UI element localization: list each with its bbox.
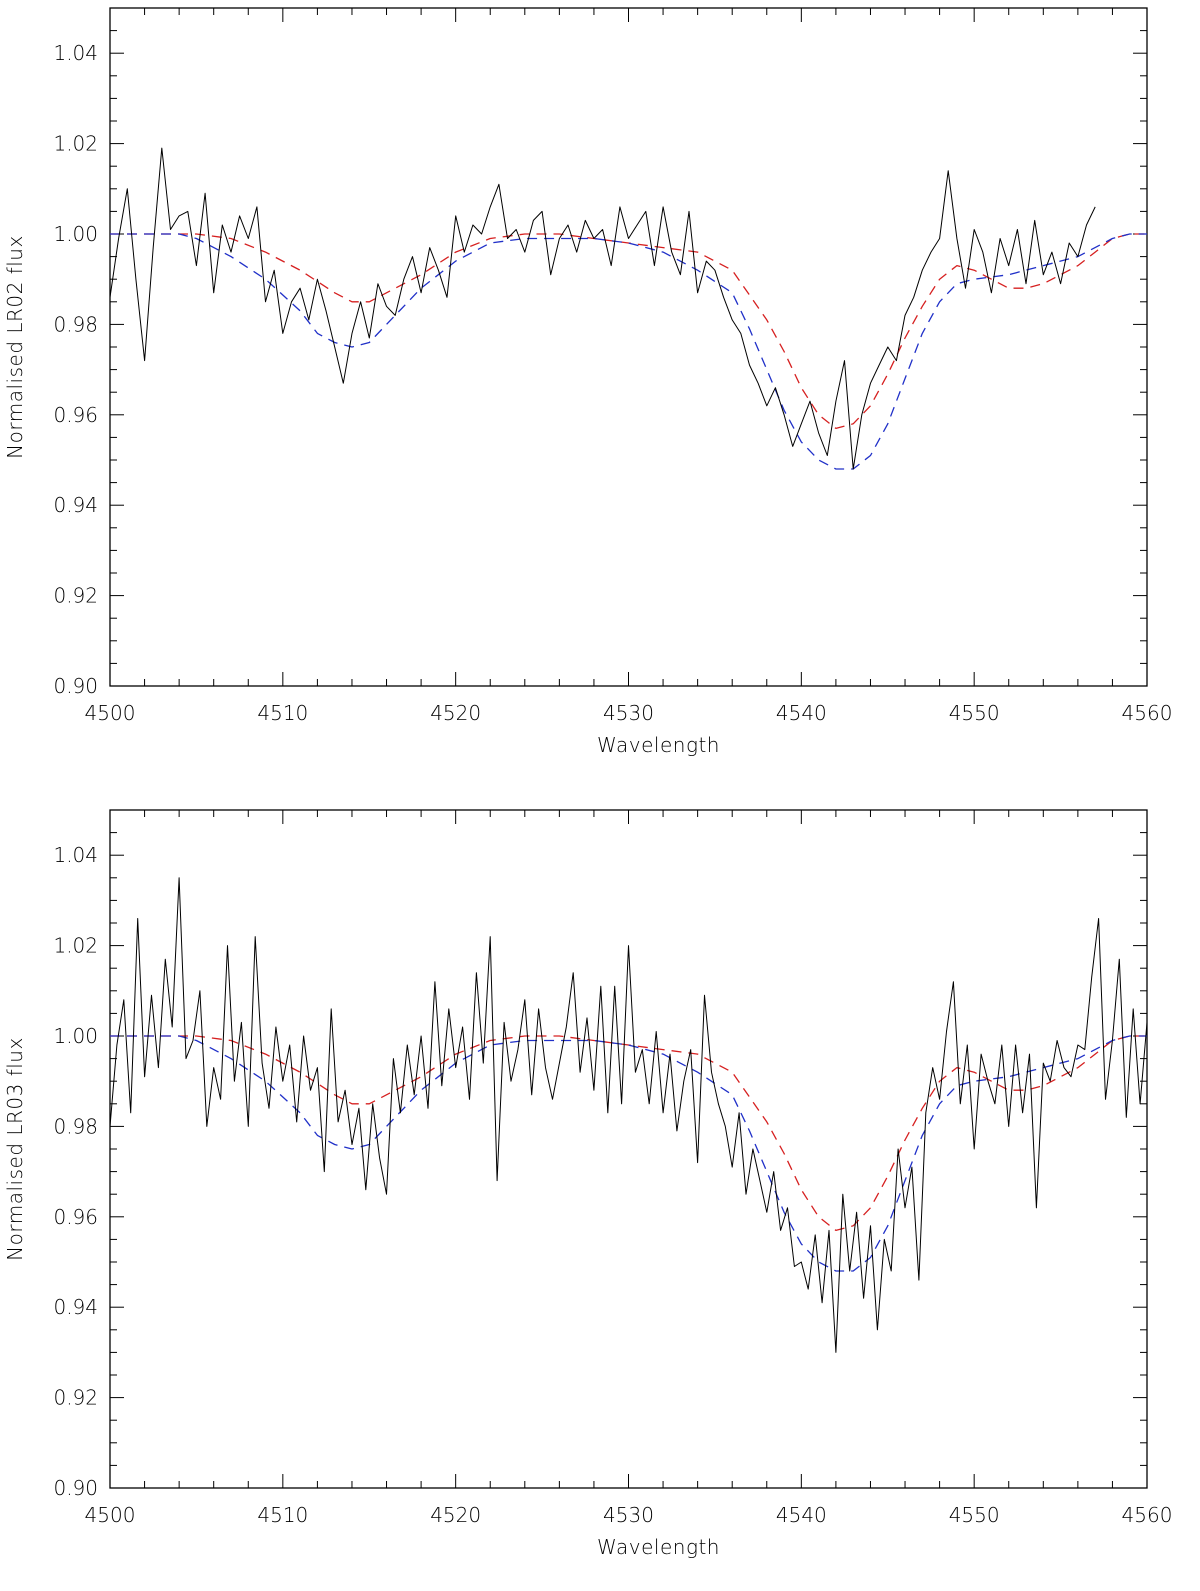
y-tick-label: 0.94 xyxy=(53,1295,98,1319)
y-tick-label: 0.98 xyxy=(53,1114,98,1138)
x-axis-label: Wavelength xyxy=(597,1535,720,1559)
x-tick-label: 4500 xyxy=(85,1503,136,1527)
x-tick-label: 4550 xyxy=(949,701,1000,725)
series-line--d62020-dashed xyxy=(110,233,1147,430)
x-tick-label: 4530 xyxy=(603,1503,654,1527)
x-tick-label: 4540 xyxy=(776,701,827,725)
bottom-panel-lr03: 4500 4510 4520 4530 4540 4550 4560 0.90 0.92 0.94… xyxy=(3,809,1173,1559)
x-tick-label: 4510 xyxy=(257,701,308,725)
x-tick-label: 4530 xyxy=(603,701,654,725)
x-axis-label: Wavelength xyxy=(597,733,720,757)
top-panel-lr02: 4500 4510 4520 4530 4540 4550 4560 0.90 0.92 0.94… xyxy=(3,7,1173,757)
y-tick-label: 1.04 xyxy=(53,843,98,867)
series-line-spectrum xyxy=(109,147,1096,470)
x-tick-label: 4540 xyxy=(776,1503,827,1527)
y-axis-label: Normalised LR02 flux xyxy=(3,235,27,459)
y-tick-label: 1.02 xyxy=(53,132,98,156)
y-tick-label: 0.90 xyxy=(53,674,98,698)
x-tick-label: 4560 xyxy=(1122,701,1173,725)
x-tick-label: 4520 xyxy=(430,701,481,725)
series-line--2030c8-dashed xyxy=(110,1035,1147,1272)
y-tick-label: 1.02 xyxy=(53,934,98,958)
y-tick-label: 0.92 xyxy=(53,1386,98,1410)
y-tick-label: 1.00 xyxy=(53,222,98,246)
series-line--d62020-dashed xyxy=(110,1035,1147,1232)
x-tick-label: 4560 xyxy=(1122,1503,1173,1527)
x-tick-label: 4550 xyxy=(949,1503,1000,1527)
x-tick-label: 4520 xyxy=(430,1503,481,1527)
series-line--2030c8-dashed xyxy=(110,233,1147,470)
x-tick-label: 4510 xyxy=(257,1503,308,1527)
y-tick-label: 1.04 xyxy=(53,41,98,65)
y-tick-label: 0.94 xyxy=(53,493,98,517)
plot-frame xyxy=(109,809,1148,1489)
y-tick-label: 0.92 xyxy=(53,584,98,608)
x-tick-label: 4500 xyxy=(85,701,136,725)
y-tick-label: 0.96 xyxy=(53,403,98,427)
y-axis-label: Normalised LR03 flux xyxy=(3,1037,27,1261)
y-tick-label: 0.96 xyxy=(53,1205,98,1229)
y-tick-label: 0.98 xyxy=(53,312,98,336)
plot-frame xyxy=(109,7,1148,687)
y-tick-label: 0.90 xyxy=(53,1476,98,1500)
series-line-spectrum xyxy=(109,877,1148,1353)
y-tick-label: 1.00 xyxy=(53,1024,98,1048)
